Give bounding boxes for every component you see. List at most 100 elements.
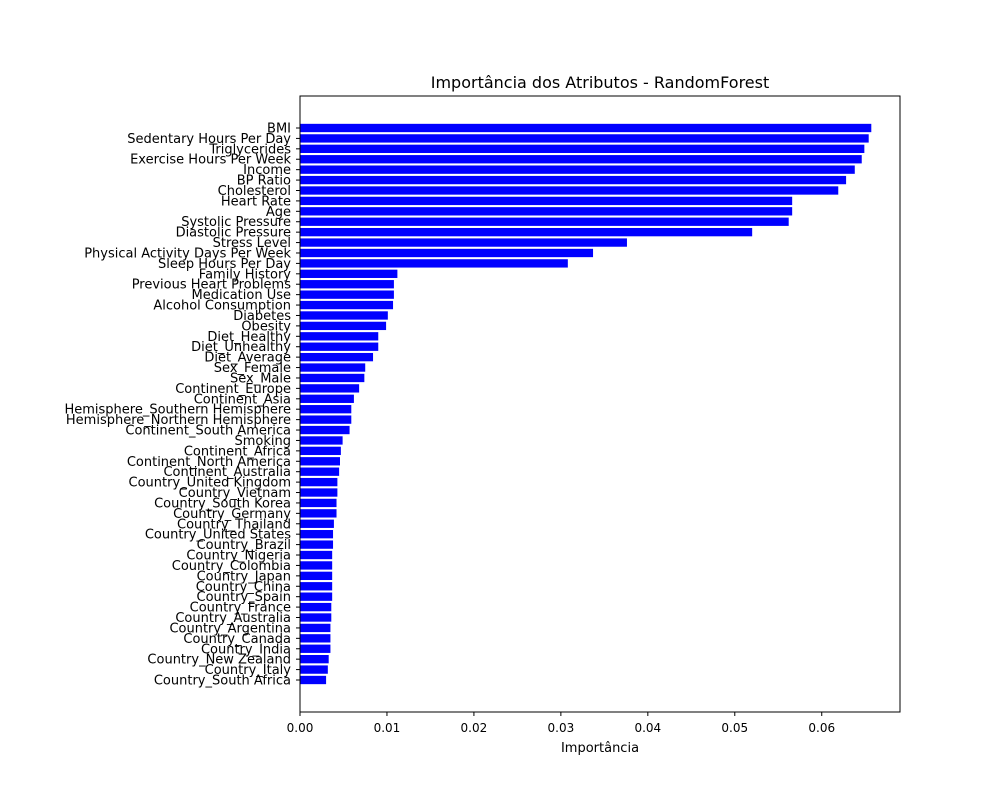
bar [300,457,340,466]
x-tick-label: 0.04 [634,721,661,735]
bar [300,498,337,508]
category-label: Cholesterol [218,184,291,199]
category-label: Continent_Asia [194,392,291,407]
category-label: Continent_South America [125,424,291,439]
category-label: Hemisphere_Northern Hemisphere [66,413,291,428]
bar [300,363,366,372]
bar [300,634,331,643]
category-label: Stress Level [213,236,291,251]
bar [300,550,333,560]
category-label: Country_Spain [197,590,291,605]
category-label: Country_United States [145,528,291,543]
category-label: Continent_Africa [184,444,291,459]
bar [300,384,360,393]
category-label: BMI [267,122,291,137]
bar [300,644,331,653]
bar [300,290,394,299]
category-label: Country_Canada [183,632,291,647]
bar [300,196,793,206]
bar [300,675,327,685]
x-tick-label: 0.06 [808,721,835,735]
bar [300,238,627,247]
category-label: Country_France [190,601,291,616]
bar [300,175,847,185]
category-label: Alcohol Consumption [153,299,291,314]
category-label: Country_South Korea [154,496,291,511]
category-label: Country_China [196,580,291,595]
x-tick-label: 0.03 [548,721,575,735]
bar [300,571,333,581]
category-label: Physical Activity Days Per Week [84,246,291,261]
bar [300,446,341,456]
category-label: Country_Australia [175,611,291,626]
bar [300,134,869,143]
bar [300,300,394,310]
bar [300,332,379,341]
category-label: Country_Germany [173,507,291,522]
bar [300,217,789,226]
category-label: Country_Nigeria [186,549,291,564]
category-label: Country_India [201,642,291,657]
category-label: Country_Colombia [172,559,291,574]
bar [300,530,334,539]
bar [300,415,352,424]
x-axis: 0.00 0.01 0.02 0.03 0.04 0.05 0.06 [287,712,835,735]
category-label: Diet_Healthy [207,330,291,345]
category-label: Diet_Average [204,351,291,366]
category-label: BP Ratio [237,174,291,189]
x-tick-label: 0.05 [721,721,748,735]
bar [300,144,865,153]
category-label: Sleep Hours Per Day [158,257,291,272]
category-label: Sedentary Hours Per Day [127,132,291,147]
bar [300,613,332,622]
category-label: Country_Brazil [197,538,291,553]
bar [300,342,379,351]
category-label: Sex_Female [214,361,291,376]
bar [300,540,334,549]
category-label: Country_Thailand [177,517,291,532]
category-label: Medication Use [191,288,291,303]
category-label: Age [266,205,291,220]
category-label: Country_Italy [205,663,292,678]
plot-frame [299,95,901,713]
category-label: Continent_Australia [163,465,291,480]
bar [300,602,332,612]
category-label: Country_New Zealand [147,653,291,668]
bar [300,123,872,133]
bar [300,227,753,237]
category-label: Income [243,163,291,178]
category-label: Heart Rate [221,194,291,209]
x-tick-label: 0.02 [461,721,488,735]
category-label: Country_South Africa [154,674,291,689]
category-label: Family History [199,267,292,282]
bar [300,311,388,320]
bar [300,509,337,518]
bar [300,425,350,435]
bar [300,373,365,383]
bar [300,207,793,216]
bar [300,623,331,633]
bar [300,155,862,164]
category-label: Continent_North America [127,455,291,470]
chart-title: Importância dos Atributos - RandomForest [431,73,770,92]
category-label: Sex_Male [230,371,291,386]
bar [300,280,394,289]
bar [300,582,333,591]
category-label: Country_Japan [197,569,291,584]
category-label: Diabetes [233,309,291,324]
bar [300,477,338,487]
bar [300,665,328,674]
bar [300,488,338,497]
bar [300,592,333,601]
bar [300,655,329,664]
category-label: Diastolic Pressure [176,226,291,241]
category-label: Triglycerides [208,142,291,157]
x-tick-label: 0.01 [374,721,401,735]
category-label: Obesity [241,319,291,334]
bar [300,248,594,258]
bar [300,269,398,278]
category-label: Country_United Kingdom [129,476,292,491]
